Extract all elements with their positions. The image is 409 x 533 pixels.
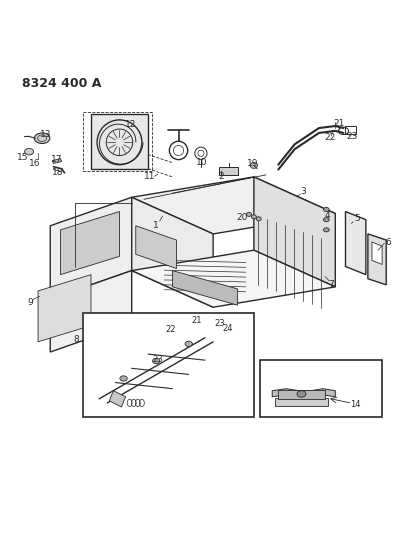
Text: 23: 23 — [345, 132, 356, 141]
Polygon shape — [50, 271, 131, 352]
Bar — [219, 167, 237, 175]
Polygon shape — [131, 197, 213, 307]
Polygon shape — [52, 159, 61, 164]
Text: 4: 4 — [324, 211, 329, 220]
Bar — [83, 313, 253, 417]
Text: 23: 23 — [153, 355, 163, 364]
Text: 21: 21 — [191, 316, 202, 325]
Text: 14: 14 — [350, 400, 360, 409]
Text: 8: 8 — [74, 335, 79, 344]
Text: 22: 22 — [324, 133, 335, 141]
Ellipse shape — [323, 228, 328, 232]
Ellipse shape — [323, 217, 328, 222]
Text: 18: 18 — [52, 168, 63, 177]
Polygon shape — [135, 226, 176, 269]
Ellipse shape — [246, 212, 251, 216]
Text: 21: 21 — [333, 119, 344, 128]
Text: 16: 16 — [29, 159, 41, 168]
Text: 6: 6 — [384, 238, 390, 247]
Ellipse shape — [25, 148, 34, 155]
Polygon shape — [50, 197, 131, 299]
Text: 12: 12 — [125, 120, 136, 130]
Text: 3: 3 — [299, 187, 305, 196]
Polygon shape — [91, 114, 148, 169]
Text: 24: 24 — [222, 324, 232, 333]
Text: 22: 22 — [165, 325, 175, 334]
Polygon shape — [253, 177, 335, 287]
Ellipse shape — [256, 217, 261, 221]
Bar — [345, 126, 355, 134]
Text: 17: 17 — [50, 155, 62, 164]
Text: 9: 9 — [28, 298, 34, 307]
Polygon shape — [131, 250, 335, 307]
Text: 7: 7 — [328, 280, 333, 289]
Ellipse shape — [119, 376, 127, 381]
Text: 10: 10 — [196, 158, 207, 167]
Polygon shape — [109, 391, 125, 407]
Ellipse shape — [184, 341, 192, 346]
Text: 20: 20 — [236, 213, 247, 222]
Polygon shape — [38, 274, 91, 342]
Text: 11: 11 — [144, 172, 155, 181]
Text: 15: 15 — [17, 153, 29, 162]
Text: 13: 13 — [40, 130, 52, 139]
Bar — [259, 360, 381, 417]
Polygon shape — [172, 271, 237, 305]
Ellipse shape — [251, 215, 256, 219]
Text: 19: 19 — [247, 159, 258, 168]
Ellipse shape — [323, 207, 328, 212]
Text: 23: 23 — [213, 319, 224, 328]
Text: 2: 2 — [218, 172, 224, 181]
Bar — [278, 390, 324, 399]
Bar — [274, 399, 327, 406]
Polygon shape — [345, 212, 365, 274]
Polygon shape — [367, 234, 385, 285]
Ellipse shape — [296, 391, 305, 397]
Polygon shape — [60, 212, 119, 274]
Polygon shape — [371, 242, 381, 264]
Polygon shape — [272, 389, 335, 397]
Text: 1: 1 — [153, 221, 159, 230]
Text: 8324 400 A: 8324 400 A — [22, 77, 101, 90]
Ellipse shape — [249, 163, 257, 168]
Text: 5: 5 — [353, 214, 359, 223]
Ellipse shape — [152, 358, 160, 364]
Polygon shape — [131, 177, 335, 234]
Ellipse shape — [34, 133, 50, 143]
